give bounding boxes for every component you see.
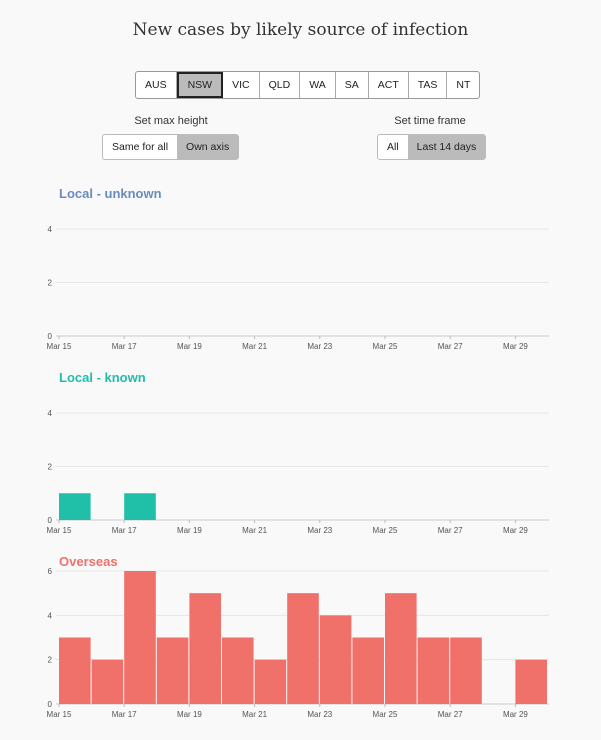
x-tick-label: Mar 17 bbox=[112, 526, 137, 535]
bar bbox=[124, 493, 156, 520]
x-tick-label: Mar 29 bbox=[503, 526, 528, 535]
bar bbox=[417, 637, 450, 704]
y-tick-label: 2 bbox=[48, 656, 53, 665]
bar bbox=[254, 659, 287, 704]
bar bbox=[450, 637, 482, 704]
x-tick-label: Mar 19 bbox=[177, 342, 202, 351]
bar bbox=[287, 593, 319, 704]
x-tick-label: Mar 25 bbox=[373, 342, 398, 351]
x-tick-label: Mar 15 bbox=[47, 342, 72, 351]
x-tick-label: Mar 17 bbox=[112, 342, 137, 351]
y-tick-label: 4 bbox=[48, 409, 53, 418]
time-frame-label: Set time frame bbox=[394, 115, 466, 127]
chart-panel-local-known: Local - known 0 2 4 Mar 15 Mar 17 Mar 19 Mar 21… bbox=[47, 370, 549, 535]
x-tick-label: Mar 29 bbox=[503, 710, 528, 719]
state-selector: AUS NSW VIC QLD WA SA ACT TAS NT bbox=[135, 71, 481, 99]
panel-title: Local - unknown bbox=[59, 186, 162, 201]
bar bbox=[319, 615, 352, 704]
chart-panel-overseas: Overseas 0 2 4 6 Mar 15 Mar 17 Mar 19 Mar 21 Mar … bbox=[47, 554, 549, 719]
x-tick-label: Mar 23 bbox=[307, 710, 332, 719]
y-tick-label: 0 bbox=[48, 332, 53, 341]
bar bbox=[352, 637, 384, 704]
x-tick-label: Mar 21 bbox=[242, 710, 267, 719]
state-button-nt[interactable]: NT bbox=[456, 79, 471, 91]
x-tick-label: Mar 21 bbox=[242, 526, 267, 535]
time-frame-toggle: All Last 14 days bbox=[377, 134, 487, 160]
max-height-toggle: Same for all Own axis bbox=[102, 134, 240, 160]
x-tick-label: Mar 21 bbox=[242, 342, 267, 351]
bar bbox=[91, 659, 124, 704]
x-tick-label: Mar 19 bbox=[177, 526, 202, 535]
x-tick-label: Mar 15 bbox=[47, 710, 72, 719]
x-tick-label: Mar 27 bbox=[438, 710, 463, 719]
max-height-label: Set max height bbox=[134, 115, 208, 127]
state-button-vic[interactable]: VIC bbox=[223, 72, 260, 98]
chart-panel-local-unknown: Local - unknown 0 2 4 Mar 15 Mar 17 Mar 19 Mar … bbox=[47, 186, 549, 351]
y-tick-label: 6 bbox=[48, 567, 53, 576]
y-tick-label: 0 bbox=[48, 516, 53, 525]
bar bbox=[189, 593, 221, 704]
y-tick-label: 2 bbox=[48, 279, 53, 288]
chart-title: New cases by likely source of infection bbox=[132, 20, 469, 40]
bar bbox=[59, 493, 91, 520]
bar bbox=[515, 659, 547, 704]
x-tick-label: Mar 23 bbox=[307, 342, 332, 351]
time-frame-option-last-14-days[interactable]: Last 14 days bbox=[407, 135, 486, 159]
panel-title: Local - known bbox=[59, 370, 146, 385]
x-tick-label: Mar 15 bbox=[47, 526, 72, 535]
panel-title: Overseas bbox=[59, 554, 118, 569]
bar bbox=[59, 637, 91, 704]
y-tick-label: 0 bbox=[48, 700, 53, 709]
bar bbox=[222, 637, 254, 704]
max-height-option-own-axis[interactable]: Own axis bbox=[177, 135, 239, 159]
state-button-act[interactable]: ACT bbox=[369, 72, 409, 98]
y-tick-label: 4 bbox=[48, 611, 53, 620]
x-tick-label: Mar 27 bbox=[438, 342, 463, 351]
state-button-qld[interactable]: QLD bbox=[260, 72, 301, 98]
x-tick-label: Mar 17 bbox=[112, 710, 137, 719]
bar bbox=[385, 593, 417, 704]
state-button-aus[interactable]: AUS bbox=[136, 72, 177, 98]
state-button-nsw[interactable]: NSW bbox=[176, 72, 224, 98]
x-tick-label: Mar 29 bbox=[503, 342, 528, 351]
x-tick-label: Mar 25 bbox=[373, 710, 398, 719]
x-tick-label: Mar 23 bbox=[307, 526, 332, 535]
bar bbox=[124, 571, 156, 704]
time-frame-option-all[interactable]: All bbox=[387, 141, 399, 153]
x-tick-label: Mar 19 bbox=[177, 710, 202, 719]
bar bbox=[156, 637, 189, 704]
x-tick-label: Mar 25 bbox=[373, 526, 398, 535]
y-tick-label: 2 bbox=[48, 463, 53, 472]
state-button-sa[interactable]: SA bbox=[336, 72, 369, 98]
state-button-wa[interactable]: WA bbox=[300, 72, 336, 98]
y-tick-label: 4 bbox=[48, 225, 53, 234]
state-button-tas[interactable]: TAS bbox=[409, 72, 448, 98]
x-tick-label: Mar 27 bbox=[438, 526, 463, 535]
max-height-option-same-for-all[interactable]: Same for all bbox=[112, 141, 169, 153]
